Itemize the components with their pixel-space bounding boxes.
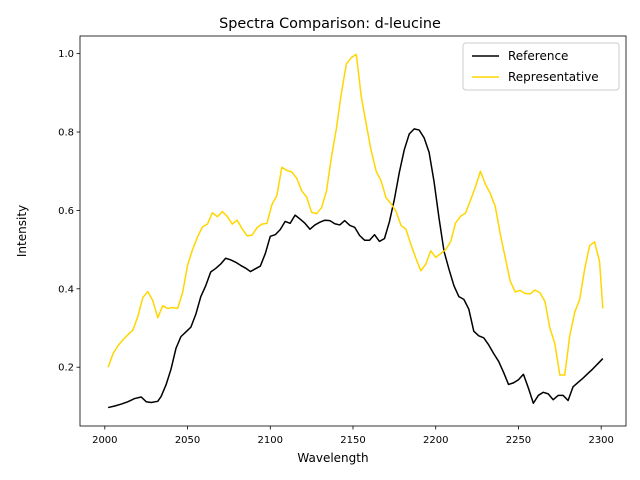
y-tick-label: 0.4 <box>58 284 74 295</box>
y-tick-label: 0.6 <box>58 206 74 217</box>
x-tick-label: 2300 <box>588 435 613 446</box>
legend-label-reference: Reference <box>508 49 568 63</box>
chart-title: Spectra Comparison: d-leucine <box>219 16 441 32</box>
x-tick-label: 2000 <box>92 435 117 446</box>
x-tick-label: 2050 <box>175 435 200 446</box>
legend-label-representative: Representative <box>508 70 599 84</box>
x-tick-label: 2200 <box>423 435 448 446</box>
y-tick-label: 1.0 <box>58 49 74 60</box>
legend-box <box>462 42 620 91</box>
y-tick-label: 0.2 <box>58 363 74 374</box>
x-tick-label: 2150 <box>340 435 365 446</box>
series-line-representative <box>107 53 604 376</box>
x-axis-label: Wavelength <box>297 451 368 465</box>
y-tick-label: 0.8 <box>58 128 74 139</box>
y-axis-label: Intensity <box>15 205 29 257</box>
y-axis-ticks: 0.2 0.4 0.6 0.8 1.0 <box>58 49 80 374</box>
x-tick-label: 2250 <box>506 435 531 446</box>
legend: Reference Representative <box>462 42 620 91</box>
series-line-reference <box>107 128 604 409</box>
x-tick-label: 2100 <box>258 435 283 446</box>
x-axis-ticks: 2000 2050 2100 2150 2200 2250 2300 <box>92 426 614 446</box>
